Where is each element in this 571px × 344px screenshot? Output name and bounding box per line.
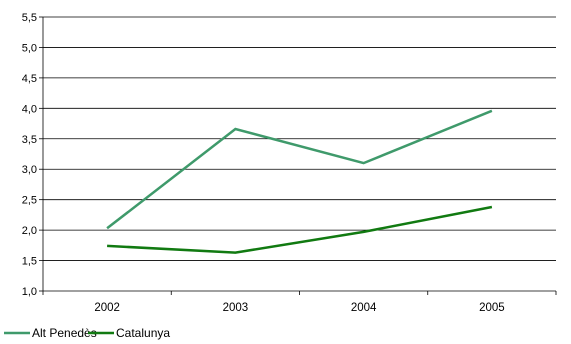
gridlines: [43, 16, 556, 261]
x-tick-label: 2004: [351, 302, 377, 314]
series-line-1: [106, 109, 493, 230]
x-tick-label: 2005: [479, 302, 505, 314]
x-tick-label: 2002: [94, 302, 120, 314]
y-tick-label: 3,0: [22, 164, 37, 176]
y-axis-tick-labels: 1,0 1,5 2,0 2,5 3,0 3,5 4,0 4,5 5,0 5,5: [22, 12, 37, 298]
y-tick-label: 3,5: [22, 134, 37, 146]
y-tick-label: 1,0: [22, 286, 37, 298]
x-axis-tick-labels: 2002 2003 2004 2005: [94, 302, 504, 314]
legend-label: Alt Penedès: [32, 326, 97, 340]
axes: [39, 16, 557, 295]
series-line-2: [107, 205, 493, 254]
y-tick-label: 5,5: [22, 12, 37, 24]
y-tick-label: 1,5: [22, 256, 37, 268]
y-tick-label: 5,0: [22, 42, 37, 54]
legend: Alt Penedès Catalunya: [4, 326, 170, 340]
y-tick-label: 4,0: [22, 103, 37, 115]
y-tick-label: 2,5: [22, 195, 37, 207]
y-tick-label: 2,0: [22, 225, 37, 237]
legend-label: Catalunya: [116, 326, 170, 340]
x-tick-label: 2003: [223, 302, 249, 314]
y-tick-label: 4,5: [22, 73, 37, 85]
series-lines: [106, 109, 493, 254]
